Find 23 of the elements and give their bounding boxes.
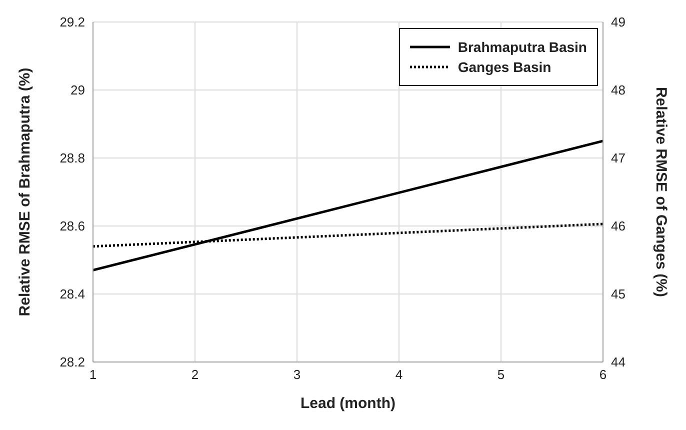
y2-tick-label: 45 bbox=[611, 286, 626, 302]
x-tick-label: 6 bbox=[599, 367, 607, 382]
x-tick-label: 1 bbox=[89, 367, 97, 382]
y-axis-title: Relative RMSE of Brahmaputra (%) bbox=[16, 68, 34, 316]
x-axis-title: Lead (month) bbox=[300, 395, 396, 412]
y2-tick-label: 44 bbox=[611, 354, 626, 370]
x-tick-label: 3 bbox=[293, 367, 301, 382]
y2-tick-label: 47 bbox=[611, 150, 626, 166]
legend-label: Brahmaputra Basin bbox=[458, 39, 587, 55]
y2-tick-label: 48 bbox=[611, 82, 626, 98]
y-tick-label: 29 bbox=[70, 82, 85, 98]
y-tick-label: 28.6 bbox=[60, 218, 85, 234]
y-tick-label: 28.4 bbox=[60, 286, 85, 302]
x-tick-label: 5 bbox=[497, 367, 505, 382]
x-tick-label: 2 bbox=[191, 367, 199, 382]
y2-axis-title: Relative RMSE of Ganges (%) bbox=[652, 86, 670, 298]
y-tick-label: 29.2 bbox=[60, 14, 85, 30]
y2-tick-label: 49 bbox=[611, 14, 626, 30]
x-tick-label: 4 bbox=[395, 367, 403, 382]
y-tick-label: 28.2 bbox=[60, 354, 85, 370]
y2-tick-label: 46 bbox=[611, 218, 626, 234]
legend-label: Ganges Basin bbox=[458, 59, 552, 75]
y-tick-label: 28.8 bbox=[60, 150, 85, 166]
